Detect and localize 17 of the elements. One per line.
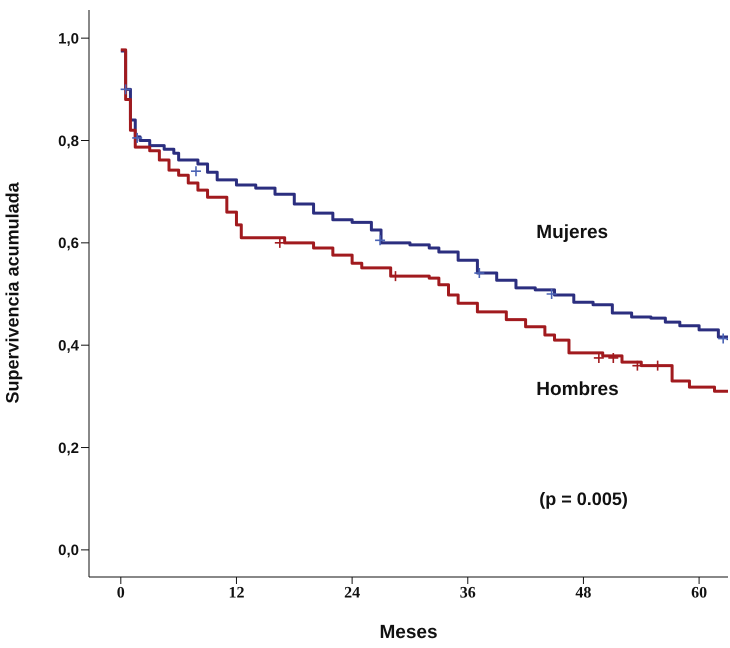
x-axis-title: Meses xyxy=(379,622,438,643)
y-tick-label: 0,2 xyxy=(58,440,79,457)
x-tick-label: 0 xyxy=(116,584,125,602)
x-tick-label: 60 xyxy=(691,584,708,602)
y-tick-label: 0,4 xyxy=(58,338,80,355)
series-label: Hombres xyxy=(536,378,619,400)
x-tick-label: 36 xyxy=(460,584,476,602)
annotation: (p = 0.005) xyxy=(539,489,628,509)
y-axis-title: Supervivencia acumulada xyxy=(2,181,22,404)
x-tick-label: 48 xyxy=(575,584,592,602)
text: Mujeres xyxy=(536,222,608,243)
y-tick-label: 0,6 xyxy=(58,235,79,252)
y-tick-label: 0,8 xyxy=(58,132,79,150)
x-tick-label: 12 xyxy=(228,584,244,602)
x-tick-label: 24 xyxy=(344,584,360,602)
y-tick-label: 1,0 xyxy=(58,30,79,48)
y-tick-label: 0,0 xyxy=(58,542,79,560)
